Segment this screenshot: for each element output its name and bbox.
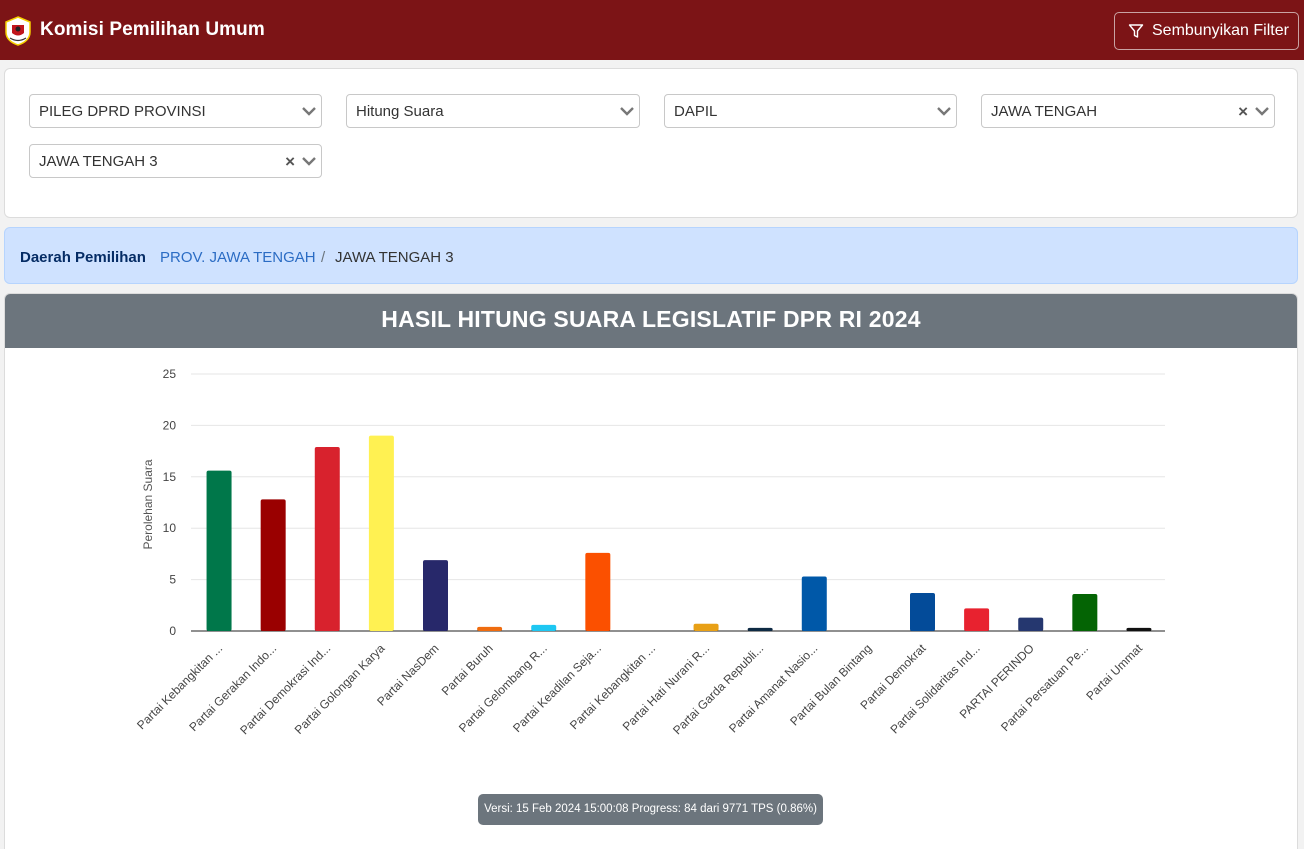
select-value: JAWA TENGAH [991, 103, 1098, 120]
bar[interactable] [964, 608, 990, 631]
y-tick-label: 20 [163, 418, 177, 432]
bar[interactable] [801, 576, 827, 631]
x-tick-label: Partai Solidaritas Ind... [887, 641, 982, 736]
x-tick-label: Partai Golongan Karya [292, 641, 388, 737]
chevron-down-icon [302, 107, 316, 116]
clear-icon[interactable]: × [285, 152, 295, 171]
chevron-down-icon [937, 107, 951, 116]
brand-title[interactable]: Komisi Pemilihan Umum [40, 19, 265, 40]
x-tick-label: Partai Gelombang R... [456, 641, 550, 735]
breadcrumb-current: JAWA TENGAH 3 [335, 249, 454, 266]
election-type-select[interactable]: PILEG DPRD PROVINSI [29, 94, 322, 128]
province-select[interactable]: JAWA TENGAH × [981, 94, 1275, 128]
select-value: JAWA TENGAH 3 [39, 153, 158, 170]
filter-icon [1128, 24, 1144, 38]
chevron-down-icon [620, 107, 634, 116]
x-tick-label: Partai Keadilan Seja... [510, 641, 604, 735]
chevron-down-icon [302, 157, 316, 166]
version-progress-badge: Versi: 15 Feb 2024 15:00:08 Progress: 84… [478, 794, 823, 825]
bar[interactable] [1018, 617, 1044, 631]
bar[interactable] [747, 627, 773, 631]
breadcrumb-link-province[interactable]: PROV. JAWA TENGAH [160, 249, 316, 266]
top-navbar: Komisi Pemilihan Umum Sembunyikan Filter [0, 0, 1304, 60]
bar[interactable] [693, 623, 719, 631]
x-tick-label: Partai Amanat Nasio... [726, 641, 820, 735]
breadcrumb-separator: / [321, 249, 326, 266]
x-tick-label: Partai Demokrasi Ind... [237, 641, 333, 737]
y-tick-label: 0 [169, 624, 176, 638]
filter-panel: PILEG DPRD PROVINSI Hitung Suara DAPIL J… [4, 68, 1298, 218]
bar[interactable] [1072, 593, 1098, 631]
hide-filter-label: Sembunyikan Filter [1152, 22, 1289, 39]
mode-select[interactable]: Hitung Suara [346, 94, 640, 128]
y-axis-label: Perolehan Suara [141, 459, 155, 549]
x-tick-label: Partai Buruh [439, 641, 496, 698]
hide-filter-button[interactable]: Sembunyikan Filter [1114, 12, 1299, 50]
bar[interactable] [206, 470, 232, 631]
bar[interactable] [368, 435, 394, 631]
chart-card: HASIL HITUNG SUARA LEGISLATIF DPR RI 202… [4, 293, 1298, 849]
y-tick-label: 5 [169, 573, 176, 587]
y-tick-label: 25 [163, 367, 177, 381]
bar[interactable] [260, 499, 286, 631]
kpu-logo-icon [5, 16, 31, 46]
breadcrumb: Daerah Pemilihan PROV. JAWA TENGAH / JAW… [4, 227, 1298, 284]
x-tick-label: Partai Ummat [1083, 641, 1145, 703]
select-value: Hitung Suara [356, 103, 444, 120]
dapil-select[interactable]: JAWA TENGAH 3 × [29, 144, 322, 178]
bar[interactable] [314, 446, 340, 631]
bar[interactable] [477, 626, 503, 631]
bar[interactable] [585, 552, 611, 631]
bar[interactable] [531, 624, 557, 631]
y-tick-label: 15 [163, 470, 177, 484]
breadcrumb-label: Daerah Pemilihan [20, 249, 146, 266]
select-value: DAPIL [674, 103, 718, 120]
bar[interactable] [1126, 627, 1152, 631]
bar[interactable] [423, 560, 448, 631]
chart-title: HASIL HITUNG SUARA LEGISLATIF DPR RI 202… [5, 294, 1297, 348]
x-tick-label: Partai Garda Republi... [670, 641, 766, 737]
chevron-down-icon [1255, 107, 1269, 116]
clear-icon[interactable]: × [1238, 102, 1248, 121]
bar[interactable] [910, 592, 935, 631]
select-value: PILEG DPRD PROVINSI [39, 103, 206, 120]
y-tick-label: 10 [163, 521, 177, 535]
region-level-select[interactable]: DAPIL [664, 94, 957, 128]
